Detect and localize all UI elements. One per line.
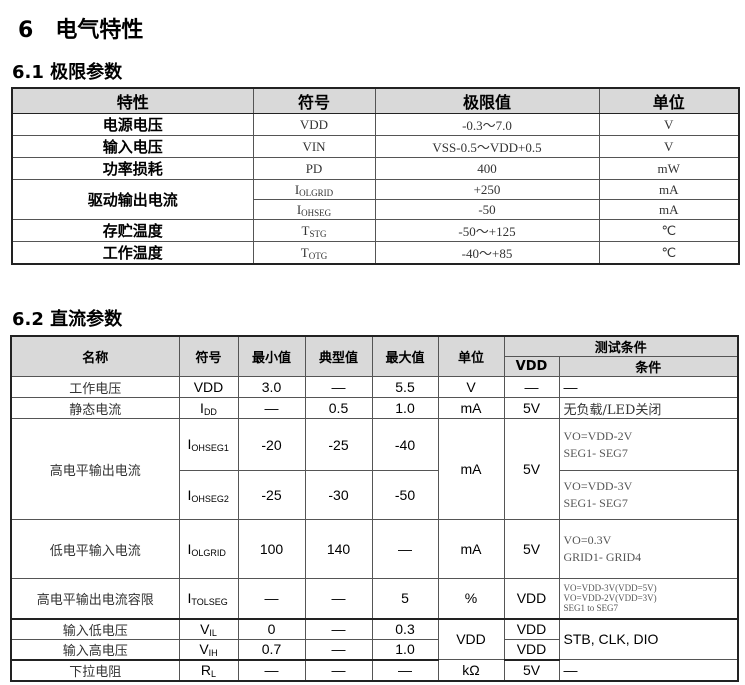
section-6-2-title: 6.2 直流参数 [12,309,123,330]
table-row: 电源电压 VDD -0.3～7.0 V [11,113,740,136]
table-header: 特性 符号 极限值 单位 [11,87,740,114]
table-row: 输入电压 VIN VSS-0.5～VDD+0.5 V [11,135,740,158]
table-row: 高电平输出电流容限 ITOLSEG — —5% VDD VO=VDD-3V(VDD=5V)… [10,578,739,620]
table-row: 低电平输入电流 IOLGRID 100 140— mA 5V VO=0.3V GRID1- G… [10,519,739,579]
dc-parameters-table: 名称 符号 最小值 典型值 最大值 单位 测试条件 VDD 条件 工作电压 VDD 3.0—5.5… [10,335,740,682]
section-6-1-title: 6.1 极限参数 [12,62,123,83]
table-row: 下拉电阻 RL — — — kΩ 5V — [10,659,739,681]
table-row: 驱动输出电流 IOLGRID +250 mA [11,179,740,220]
table-row: 输入高电压 VIH 0.7—1.0 VDD [10,638,738,661]
absolute-max-table: 特性 符号 极限值 单位 电源电压 VDD -0.3～7.0 V 输入电压 VIN VSS-0.… [11,87,740,265]
table-row: 工作温度 TOTG -40～+85 ℃ [11,241,740,265]
section-heading: 6 电气特性 [18,18,144,43]
table-row: 静态电流 IDD —0.5 1.0 mA 5V 无负载/LED关闭 [10,397,739,419]
table-row: 存贮温度 TSTG -50～+125 ℃ [11,219,740,242]
table-row: 功率损耗 PD 400 mW [11,157,740,180]
table-row: 输入低电压 VIL 0—0.3 VDD VDD STB, CLK, DIO [10,618,739,660]
table-row: IOHSEG -50 mA [12,199,740,220]
table-row: 工作电压 VDD 3.0—5.5 V — — [10,376,739,398]
table-row: 高电平输出电流 IOHSEG1 -20 -25 -40 mA 5V VO=VDD-2V SEG1… [10,418,739,520]
